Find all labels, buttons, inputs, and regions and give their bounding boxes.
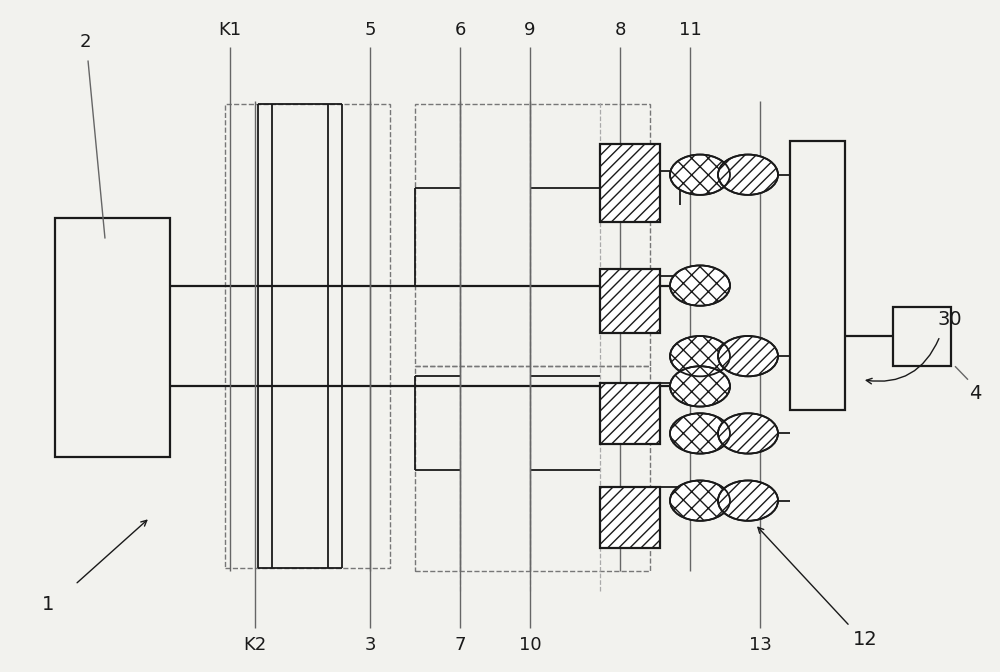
Text: 1: 1 bbox=[42, 595, 54, 614]
Bar bbox=[415, 104, 650, 366]
Circle shape bbox=[670, 265, 730, 306]
Circle shape bbox=[670, 336, 730, 376]
Bar bbox=[790, 141, 845, 410]
Circle shape bbox=[718, 336, 778, 376]
Bar bbox=[600, 269, 660, 333]
Text: 8: 8 bbox=[614, 22, 626, 39]
Bar bbox=[600, 144, 660, 222]
Bar bbox=[225, 104, 390, 568]
Text: 11: 11 bbox=[679, 22, 701, 39]
Text: 4: 4 bbox=[969, 384, 981, 403]
Text: 5: 5 bbox=[364, 22, 376, 39]
Text: 3: 3 bbox=[364, 636, 376, 654]
Text: K2: K2 bbox=[243, 636, 267, 654]
Circle shape bbox=[670, 413, 730, 454]
Text: 10: 10 bbox=[519, 636, 541, 654]
Circle shape bbox=[718, 480, 778, 521]
Circle shape bbox=[670, 366, 730, 407]
Bar bbox=[600, 487, 660, 548]
Text: 9: 9 bbox=[524, 22, 536, 39]
Text: 30: 30 bbox=[938, 310, 962, 329]
Bar bbox=[893, 307, 951, 366]
Text: 2: 2 bbox=[79, 33, 91, 50]
Bar bbox=[600, 383, 660, 444]
Text: 7: 7 bbox=[454, 636, 466, 654]
Bar bbox=[415, 366, 650, 571]
Circle shape bbox=[670, 480, 730, 521]
Circle shape bbox=[718, 413, 778, 454]
Bar bbox=[55, 218, 170, 457]
Text: K1: K1 bbox=[218, 22, 242, 39]
Circle shape bbox=[670, 155, 730, 195]
Text: 13: 13 bbox=[749, 636, 771, 654]
Circle shape bbox=[718, 155, 778, 195]
Text: 6: 6 bbox=[454, 22, 466, 39]
Text: 12: 12 bbox=[853, 630, 877, 649]
